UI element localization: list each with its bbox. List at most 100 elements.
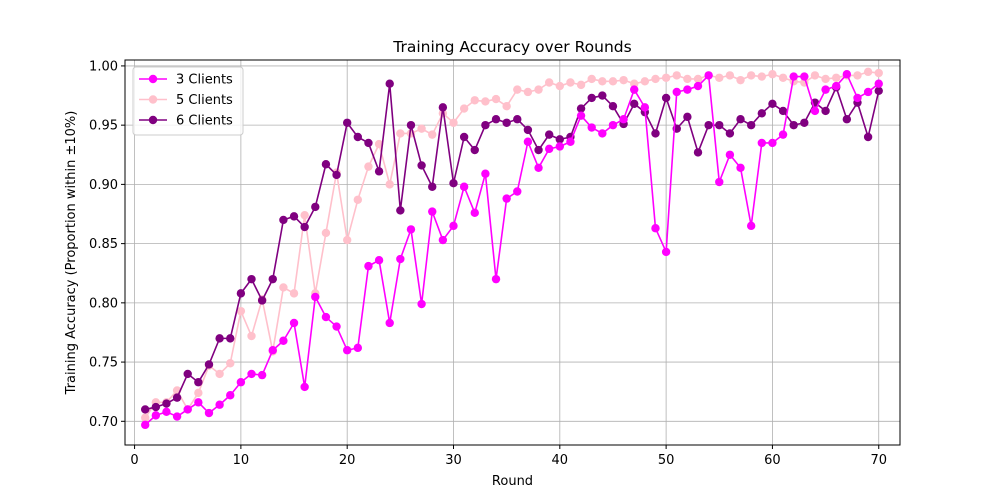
data-point-3-clients [141,420,150,430]
data-point-6-clients [151,402,161,412]
data-point-3-clients [300,382,309,392]
data-point-5-clients [449,118,458,127]
data-point-3-clients [544,144,554,154]
data-point-6-clients [162,399,171,408]
y-tick-label: 1.00 [89,59,118,74]
data-point-3-clients [204,408,214,418]
data-point-3-clients [385,318,394,328]
data-point-3-clients [608,120,618,130]
legend-item-5-clients: 5 Clients [139,93,233,108]
data-point-5-clients [640,77,650,86]
data-point-5-clients [544,78,554,87]
data-point-5-clients [736,75,745,85]
data-point-6-clients [863,132,873,142]
data-point-5-clients [513,85,522,94]
data-point-3-clients [534,163,543,172]
data-point-3-clients [257,370,267,380]
data-point-3-clients [449,221,458,231]
data-point-3-clients [491,274,501,284]
data-point-5-clients [374,139,384,149]
data-point-3-clients [172,412,182,421]
legend-label-6-clients: 6 Clients [176,114,233,129]
data-point-6-clients [513,115,522,124]
data-point-6-clients [396,206,405,215]
data-point-6-clients [311,202,320,212]
data-point-6-clients [438,103,448,112]
data-point-5-clients [587,74,596,84]
chart-title: Training Accuracy over Rounds [392,38,631,56]
data-point-3-clients [651,224,660,233]
data-point-5-clients [619,75,628,85]
x-tick-label: 60 [764,453,781,468]
data-point-6-clients [746,120,756,130]
data-point-3-clients [268,346,277,355]
data-point-5-clients [630,79,639,88]
data-point-3-clients [289,318,299,328]
data-point-6-clients [587,93,596,103]
y-tick-label: 0.70 [89,415,118,430]
data-point-6-clients [789,120,798,130]
data-point-3-clients [226,391,235,400]
x-axis-ticks: 0 10 20 30 40 50 60 70 [130,445,887,468]
legend-box [132,66,244,136]
legend-label-3-clients: 3 Clients [176,73,233,88]
x-tick-label: 30 [445,453,462,468]
data-point-6-clients [630,99,639,109]
y-axis-label: Training Accuracy (Proportion within ±10… [64,111,79,396]
data-point-3-clients [672,87,681,97]
data-point-6-clients [268,274,277,284]
data-point-3-clients [417,299,426,309]
data-point-3-clients [247,369,256,379]
data-point-6-clients [236,289,246,298]
legend-marker-5-clients [148,95,158,104]
legend-marker-6-clients [148,115,158,125]
legend-label-5-clients: 5 Clients [176,93,233,108]
data-point-5-clients [853,71,862,80]
data-point-5-clients [481,97,490,106]
data-point-3-clients [683,85,692,94]
data-point-6-clients [428,182,437,191]
data-point-3-clients [353,343,363,353]
data-point-3-clients [566,137,575,146]
data-point-3-clients [630,85,639,94]
data-point-6-clients [364,138,373,148]
data-point-6-clients [385,79,394,88]
data-point-5-clients [459,104,469,113]
data-point-3-clients [459,182,469,191]
data-point-6-clients [257,296,267,305]
data-point-6-clients [279,215,288,225]
x-tick-label: 10 [233,453,250,468]
data-point-6-clients [353,132,363,142]
data-point-3-clients [428,207,437,216]
data-point-3-clients [502,194,511,203]
data-point-5-clients [576,80,586,90]
y-tick-label: 0.85 [89,237,118,252]
data-point-5-clients [215,369,224,379]
data-point-3-clients [279,336,288,345]
data-point-3-clients [555,142,565,151]
data-point-6-clients [289,212,299,221]
data-point-5-clients [141,413,150,422]
data-point-6-clients [481,120,490,130]
data-point-6-clients [470,145,479,155]
data-point-5-clients [566,78,575,87]
legend-item-6-clients: 6 Clients [139,114,233,129]
data-point-5-clients [810,71,820,80]
data-point-3-clients [406,225,416,234]
data-point-5-clients [757,72,766,81]
data-point-3-clients [598,129,607,138]
data-point-3-clients [215,400,224,409]
data-point-5-clients [693,74,703,84]
data-point-3-clients [832,81,841,91]
data-point-3-clients [236,378,246,387]
data-point-6-clients [183,369,192,379]
data-point-3-clients [640,103,650,112]
data-point-5-clients [672,71,681,80]
data-point-3-clients [481,169,490,178]
data-point-5-clients [289,289,299,298]
data-point-6-clients [502,118,511,127]
x-tick-label: 20 [339,453,356,468]
data-point-3-clients [757,138,766,148]
data-point-3-clients [778,130,788,139]
